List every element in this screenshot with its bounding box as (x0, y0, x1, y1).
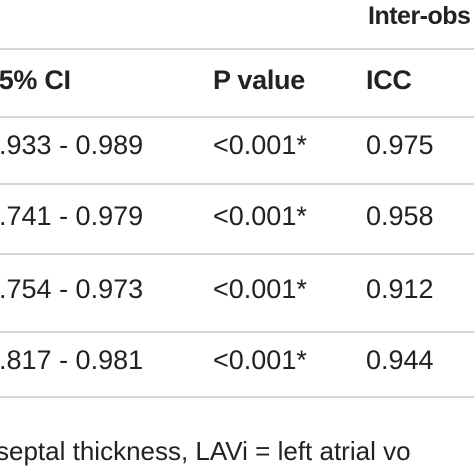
inter-observer-group-header: Inter-obs (368, 2, 471, 30)
row-2-ci: 0.741 - 0.979 (0, 201, 144, 231)
row-4-p-value: <0.001* (213, 345, 307, 375)
row-rule (0, 331, 474, 333)
table-bottom-rule (0, 396, 474, 398)
header-p-value: P value (213, 65, 305, 95)
row-rule (0, 253, 474, 255)
row-4-icc: 0.944 (366, 345, 434, 375)
row-2-p-value: <0.001* (213, 201, 307, 231)
row-2-icc: 0.958 (366, 201, 434, 231)
table-footnote: septal thickness, LAVi = left atrial vo (0, 436, 411, 466)
row-3-p-value: <0.001* (213, 274, 307, 304)
row-3-ci: 0.754 - 0.973 (0, 274, 144, 304)
header-rule (0, 116, 474, 118)
row-1-p-value: <0.001* (213, 130, 307, 160)
row-1-ci: 0.933 - 0.989 (0, 130, 144, 160)
group-header-rule (0, 48, 474, 50)
row-rule (0, 183, 474, 185)
row-3-icc: 0.912 (366, 274, 434, 304)
row-4-ci: 0.817 - 0.981 (0, 345, 144, 375)
header-icc: ICC (366, 65, 412, 95)
row-1-icc: 0.975 (366, 130, 434, 160)
header-ci: 95% CI (0, 65, 71, 95)
